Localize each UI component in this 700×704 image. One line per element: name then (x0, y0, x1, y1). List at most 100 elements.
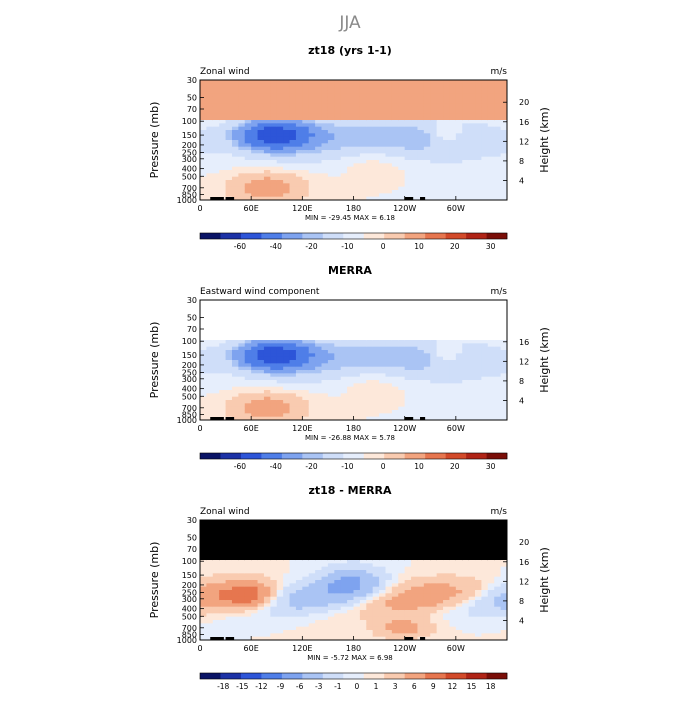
heatmap-cell (379, 120, 386, 124)
heatmap-cell (417, 323, 424, 327)
heatmap-cell (411, 160, 418, 164)
heatmap-cell (277, 97, 284, 101)
heatmap-cell (456, 117, 463, 121)
heatmap-cell (424, 590, 431, 594)
heatmap-cell (430, 323, 437, 327)
heatmap-cell (392, 387, 399, 391)
heatmap-cell (449, 187, 456, 191)
heatmap-cell (232, 353, 239, 357)
heatmap-cell (238, 630, 245, 634)
heatmap-cell (424, 173, 431, 177)
heatmap-cell (251, 80, 258, 84)
heatmap-cell (200, 103, 207, 107)
heatmap-cell (322, 337, 329, 341)
heatmap-cell (302, 373, 309, 377)
heatmap-cell (341, 560, 348, 564)
heatmap-cell (379, 590, 386, 594)
heatmap-cell (501, 320, 508, 324)
heatmap-cell (232, 540, 239, 544)
heatmap-cell (283, 370, 290, 374)
heatmap-cell (264, 117, 271, 121)
heatmap-cell (238, 350, 245, 354)
heatmap-cell (264, 330, 271, 334)
heatmap-cell (347, 567, 354, 571)
heatmap-cell (213, 387, 220, 391)
heatmap-cell (411, 347, 418, 351)
heatmap-cell (213, 133, 220, 137)
heatmap-cell (232, 350, 239, 354)
heatmap-cell (398, 593, 405, 597)
heatmap-cell (322, 413, 329, 417)
x-tick-label: 120E (292, 204, 312, 213)
heatmap-cell (251, 550, 258, 554)
heatmap-cell (456, 340, 463, 344)
panel-units: m/s (491, 67, 508, 77)
heatmap-cell (315, 380, 322, 384)
heatmap-cell (328, 377, 335, 381)
heatmap-cell (270, 377, 277, 381)
heatmap-cell (341, 357, 348, 361)
heatmap-cell (213, 307, 220, 311)
heatmap-cell (437, 150, 444, 154)
heatmap-cell (264, 320, 271, 324)
heatmap-cell (392, 393, 399, 397)
heatmap-cell (360, 550, 367, 554)
heatmap-cell (328, 600, 335, 604)
heatmap-cell (354, 107, 361, 111)
heatmap-cell (322, 557, 329, 561)
heatmap-cell (398, 610, 405, 614)
heatmap-cell (341, 540, 348, 544)
heatmap-cell (366, 300, 373, 304)
heatmap-cell (226, 143, 233, 147)
heatmap-cell (200, 343, 207, 347)
heatmap-cell (449, 133, 456, 137)
heatmap-cell (232, 570, 239, 574)
heatmap-cell (475, 127, 482, 131)
heatmap-cell (328, 573, 335, 577)
heatmap-cell (405, 580, 412, 584)
heatmap-cell (411, 600, 418, 604)
heatmap-cell (334, 593, 341, 597)
heatmap-cell (360, 597, 367, 601)
heatmap-cell (296, 410, 303, 414)
heatmap-cell (437, 580, 444, 584)
heatmap-cell (392, 627, 399, 631)
heatmap-cell (354, 590, 361, 594)
heatmap-cell (213, 160, 220, 164)
heatmap-cell (258, 153, 265, 157)
heatmap-cell (315, 180, 322, 184)
heatmap-cell (322, 373, 329, 377)
heatmap-cell (334, 327, 341, 331)
heatmap-cell (283, 597, 290, 601)
heatmap-cell (385, 143, 392, 147)
heatmap-cell (366, 547, 373, 551)
heatmap-cell (232, 163, 239, 167)
heatmap-cell (411, 553, 418, 557)
heatmap-cell (245, 593, 252, 597)
heatmap-cell (379, 403, 386, 407)
heatmap-cell (341, 373, 348, 377)
heatmap-cell (251, 633, 258, 637)
heatmap-cell (315, 377, 322, 381)
heatmap-cell (354, 130, 361, 134)
heatmap-cell (481, 303, 488, 307)
heatmap-cell (334, 190, 341, 194)
heatmap-cell (443, 363, 450, 367)
heatmap-cell (405, 337, 412, 341)
heatmap-cell (392, 190, 399, 194)
heatmap-cell (258, 633, 265, 637)
heatmap-cell (315, 583, 322, 587)
heatmap-cell (488, 353, 495, 357)
heatmap-cell (315, 147, 322, 151)
heatmap-cell (379, 87, 386, 91)
heatmap-cell (462, 350, 469, 354)
heatmap-cell (373, 553, 380, 557)
heatmap-cell (226, 140, 233, 144)
heatmap-cell (494, 410, 501, 414)
heatmap-cell (411, 117, 418, 121)
heatmap-cell (226, 137, 233, 141)
heatmap-cell (283, 520, 290, 524)
heatmap-cell (309, 353, 316, 357)
heatmap-cell (379, 610, 386, 614)
heatmap-cell (238, 567, 245, 571)
